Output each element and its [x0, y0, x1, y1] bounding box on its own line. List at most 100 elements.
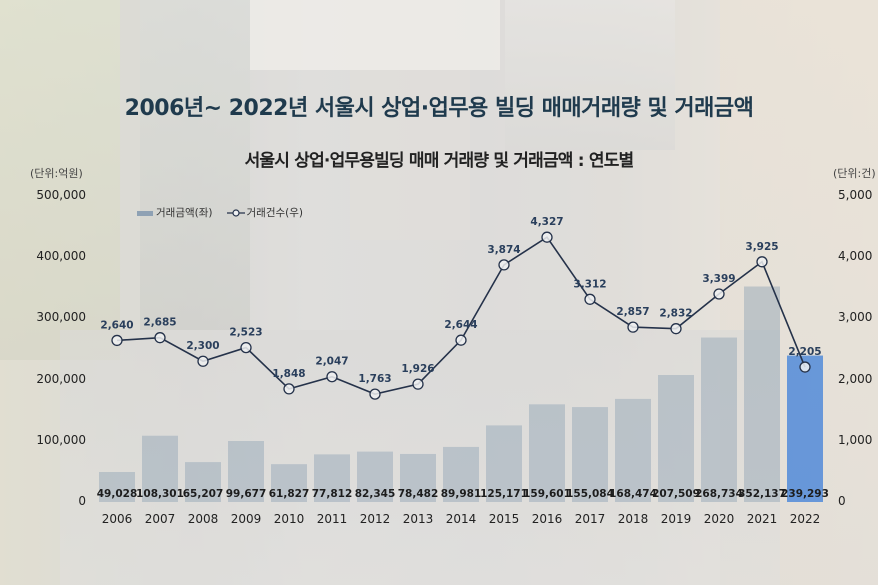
- bar-value-label: 108,301: [136, 488, 184, 500]
- bar-value-label: 99,677: [226, 488, 267, 500]
- line-value-label: 2,523: [229, 327, 262, 339]
- line-value-label: 1,848: [272, 368, 305, 380]
- bar-value-label: 352,137: [738, 488, 786, 500]
- x-axis-label: 2008: [187, 512, 219, 526]
- bar-amount-2010: [271, 464, 307, 502]
- bar-amount-2019: [658, 375, 694, 502]
- x-axis-label: 2019: [660, 512, 692, 526]
- bar-amount-2014: [443, 446, 479, 502]
- x-axis-label: 2007: [144, 512, 176, 526]
- left-axis-tick: 0: [78, 494, 86, 508]
- line-marker-icon: [226, 209, 245, 217]
- bar-value-label: 78,482: [398, 488, 439, 500]
- bar-value-label: 61,827: [269, 488, 310, 500]
- bar-amount-2013: [400, 453, 436, 502]
- left-axis-tick: 300,000: [36, 310, 86, 325]
- bar-value-label: 268,734: [695, 488, 743, 500]
- right-axis-tick: 1,000: [838, 432, 873, 447]
- right-axis-tick: 3,000: [838, 310, 873, 325]
- line-point-marker: [283, 383, 295, 395]
- building-left-2: [140, 0, 250, 330]
- line-point-marker: [412, 378, 424, 390]
- bar-amount-2012: [357, 451, 393, 502]
- bar-value-label: 155,084: [566, 488, 614, 500]
- building-mid: [350, 40, 470, 240]
- chart-legend: 거래금액(좌) 거래건수(우): [137, 205, 303, 220]
- line-point-marker: [111, 334, 123, 347]
- line-value-label: 2,640: [100, 319, 133, 331]
- bar-value-label: 65,207: [183, 488, 224, 500]
- line-value-label: 2,047: [315, 356, 348, 368]
- bar-value-label: 125,171: [480, 488, 528, 500]
- x-axis-label: 2020: [703, 512, 735, 526]
- bar-value-label: 89,981: [441, 488, 482, 500]
- line-value-label: 3,312: [573, 278, 606, 290]
- line-point-marker: [541, 231, 553, 243]
- x-axis-label: 2022: [789, 512, 821, 526]
- left-axis-tick: 200,000: [36, 371, 86, 386]
- bar-value-label: 77,812: [312, 488, 353, 500]
- line-value-label: 2,832: [659, 308, 692, 320]
- line-value-label: 1,763: [358, 373, 391, 385]
- road: [60, 330, 780, 585]
- line-value-label: 2,300: [186, 340, 219, 352]
- x-axis-label: 2015: [488, 512, 520, 526]
- left-axis-unit: (단위:억원): [30, 167, 83, 180]
- line-value-label: 2,205: [788, 346, 821, 358]
- bar-amount-2011: [314, 454, 350, 502]
- bar-amount-2020: [701, 337, 737, 502]
- line-point-marker: [627, 321, 639, 333]
- x-axis-label: 2010: [273, 512, 305, 526]
- bar-amount-2017: [572, 407, 608, 502]
- line-value-label: 3,399: [702, 273, 735, 285]
- bar-amount-2021: [744, 286, 780, 502]
- line-value-label: 1,926: [401, 363, 434, 375]
- right-axis-tick: 5,000: [838, 188, 873, 202]
- line-point-marker: [197, 355, 209, 367]
- line-point-marker: [240, 341, 252, 354]
- bar-swatch-icon: [137, 210, 153, 216]
- line-point-marker: [369, 388, 381, 400]
- right-axis-unit: (단위:건): [833, 167, 876, 180]
- legend-item-count: 거래건수(우): [226, 205, 303, 220]
- bar-value-label: 239,293: [781, 488, 829, 500]
- bar-amount-2016: [529, 404, 565, 502]
- page-title: 2006년~ 2022년 서울시 상업·업무용 빌딩 매매거래량 및 거래금액: [124, 96, 754, 121]
- bar-amount-2009: [228, 440, 264, 502]
- bar-amount-2007: [142, 435, 178, 502]
- line-point-marker: [498, 259, 510, 271]
- chart-subtitle: 서울시 상업·업무용빌딩 매매 거래량 및 거래금액 : 연도별: [244, 151, 635, 171]
- right-axis-tick: 2,000: [838, 371, 873, 386]
- right-axis-tick: 0: [838, 494, 846, 508]
- legend-item-amount: 거래금액(좌): [137, 205, 213, 220]
- bar-amount-2006: [99, 471, 135, 502]
- line-point-marker: [455, 334, 467, 346]
- right-axis-tick: 4,000: [838, 249, 873, 264]
- line-value-label: 3,874: [487, 244, 520, 256]
- building-left: [0, 0, 120, 360]
- x-axis-label: 2011: [316, 512, 348, 526]
- x-axis-label: 2009: [230, 512, 262, 526]
- line-point-marker: [584, 293, 596, 305]
- line-value-label: 2,644: [444, 319, 477, 331]
- x-axis-label: 2021: [746, 512, 778, 526]
- line-value-label: 2,685: [143, 317, 176, 329]
- x-axis-label: 2013: [402, 512, 434, 526]
- bar-amount-2008: [185, 462, 221, 502]
- line-point-marker: [154, 332, 166, 344]
- bar-value-label: 168,474: [609, 488, 657, 500]
- bar-value-label: 49,028: [97, 488, 138, 500]
- line-value-label: 3,925: [745, 241, 778, 253]
- line-point-marker: [713, 288, 725, 300]
- left-axis-tick: 100,000: [36, 432, 86, 447]
- x-axis-label: 2006: [101, 512, 133, 526]
- x-axis-label: 2016: [531, 512, 563, 526]
- bar-value-label: 82,345: [355, 488, 396, 500]
- x-axis-label: 2012: [359, 512, 391, 526]
- x-axis-label: 2014: [445, 512, 477, 526]
- bar-amount-2018: [615, 398, 651, 502]
- line-point-marker: [670, 323, 682, 335]
